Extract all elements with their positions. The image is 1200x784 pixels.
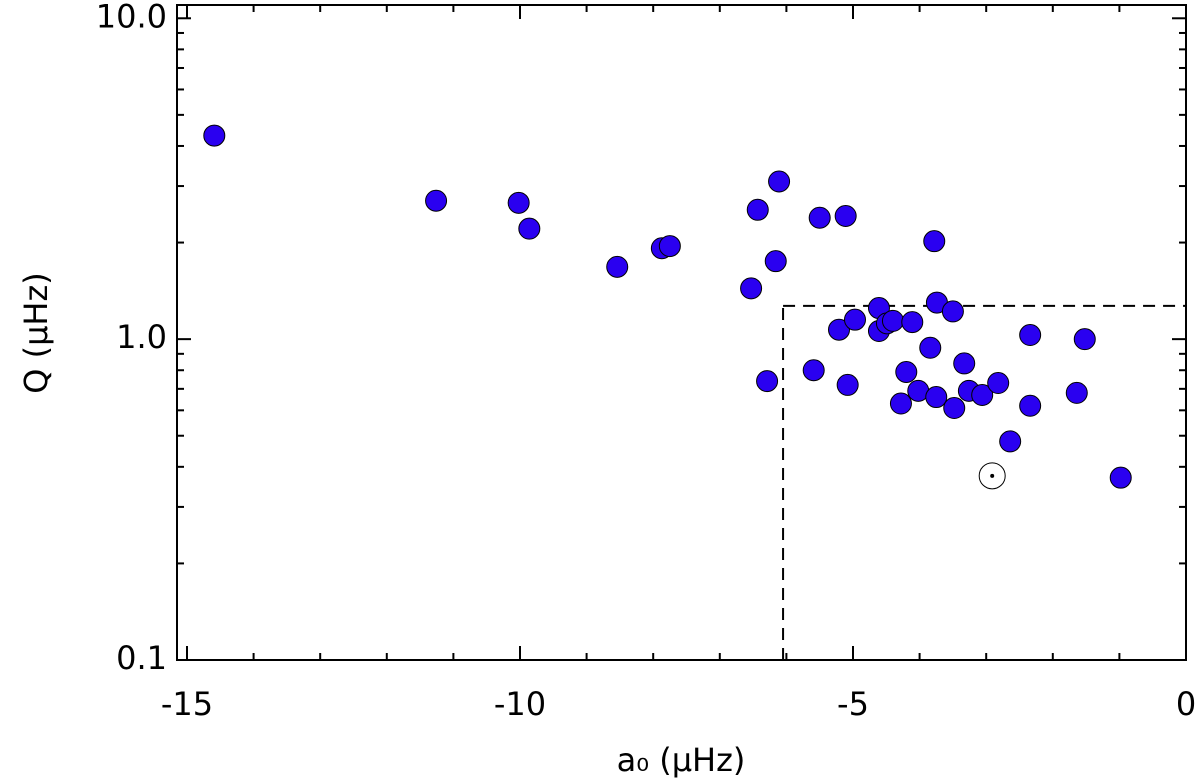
data-point [1109, 466, 1132, 489]
data-point [919, 336, 942, 359]
x-tick-label: -10 [494, 685, 546, 723]
data-point [971, 383, 994, 406]
x-tick-label: -15 [161, 685, 213, 723]
data-point [843, 308, 866, 331]
y-tick-label: 0.1 [116, 639, 167, 677]
data-point [895, 360, 918, 383]
data-point [836, 373, 859, 396]
data-point [203, 124, 226, 147]
data-point [941, 300, 964, 323]
y-tick-label: 10.0 [96, 0, 167, 35]
x-tick-label: -5 [837, 685, 869, 723]
data-point [768, 170, 791, 193]
data-point [802, 359, 825, 382]
y-axis-label: Q (μHz) [17, 272, 55, 394]
data-point [1019, 394, 1042, 417]
data-point [606, 255, 629, 278]
sun-symbol [978, 462, 1006, 490]
data-point [658, 235, 681, 258]
data-point [925, 386, 948, 409]
data-point [808, 206, 831, 229]
data-point [901, 311, 924, 334]
data-point [1065, 381, 1088, 404]
data-point [746, 198, 769, 221]
data-point [881, 309, 904, 332]
data-point [507, 191, 530, 214]
data-point [1019, 324, 1042, 347]
data-point [987, 371, 1010, 394]
data-point [953, 352, 976, 375]
data-point [740, 277, 763, 300]
data-point [999, 430, 1022, 453]
data-point [943, 397, 966, 420]
plot-frame [176, 4, 1187, 661]
data-point [756, 370, 779, 393]
y-tick-label: 1.0 [116, 318, 167, 356]
x-axis-label: a₀ (μHz) [617, 741, 746, 779]
data-point [834, 204, 857, 227]
data-point [1073, 328, 1096, 351]
x-tick-label: 0 [1176, 685, 1196, 723]
data-point [425, 189, 448, 212]
data-point [923, 230, 946, 253]
data-point [764, 250, 787, 273]
data-point [828, 318, 851, 341]
data-point [889, 392, 912, 415]
data-point [518, 217, 541, 240]
sun-symbol-dot [990, 473, 995, 478]
